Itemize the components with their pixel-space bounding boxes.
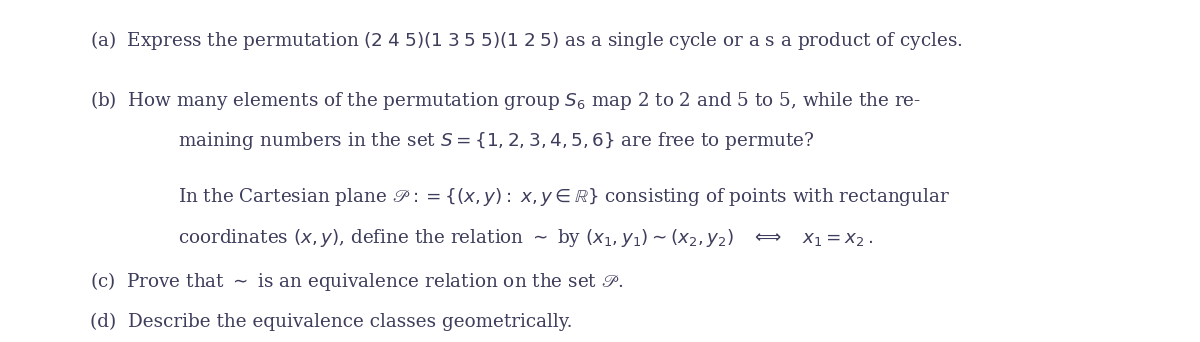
Text: (a)  Express the permutation $(2\;4\;5)(1\;3\;5\;5)(1\;2\;5)$ as a single cycle : (a) Express the permutation $(2\;4\;5)(1… (90, 29, 962, 52)
Text: In the Cartesian plane $\mathscr{P} := \{(x, y) :\; x, y \in \mathbb{R}\}$ consi: In the Cartesian plane $\mathscr{P} := \… (178, 186, 949, 208)
Text: (d)  Describe the equivalence classes geometrically.: (d) Describe the equivalence classes geo… (90, 313, 572, 331)
Text: maining numbers in the set $S = \{1, 2, 3, 4, 5, 6\}$ are free to permute?: maining numbers in the set $S = \{1, 2, … (178, 130, 815, 152)
Text: (c)  Prove that $\sim$ is an equivalence relation on the set $\mathscr{P}$.: (c) Prove that $\sim$ is an equivalence … (90, 270, 624, 293)
Text: (b)  How many elements of the permutation group $S_6$ map 2 to 2 and 5 to 5, whi: (b) How many elements of the permutation… (90, 89, 922, 112)
Text: coordinates $(x, y)$, define the relation $\sim$ by $(x_1, y_1) \sim (x_2, y_2) : coordinates $(x, y)$, define the relatio… (178, 227, 872, 249)
